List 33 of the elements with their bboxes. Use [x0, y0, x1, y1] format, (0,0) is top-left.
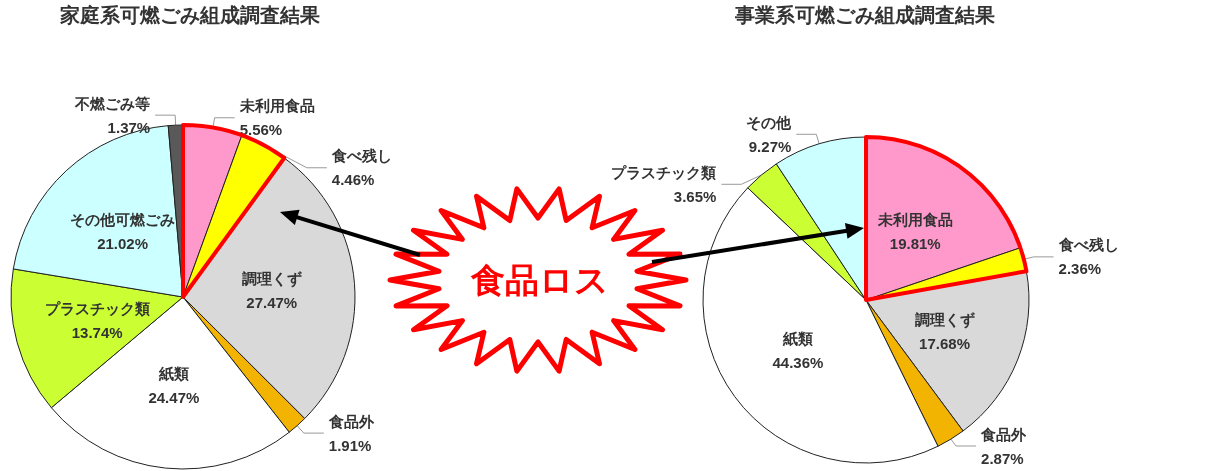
- slice-label: 食べ残し: [1057, 236, 1119, 254]
- data-label: 5.56%: [239, 121, 283, 139]
- data-label: 17.68%: [919, 334, 970, 352]
- slice-label: 食品外: [327, 412, 375, 430]
- slice-label: 調理くず: [241, 269, 302, 288]
- slice-label: その他可燃ごみ: [70, 211, 176, 229]
- chart-title: 事業系可燃ごみ組成調査結果: [734, 4, 996, 26]
- slice-label: プラスチック類: [44, 300, 150, 318]
- slice-label: その他: [746, 113, 793, 131]
- slice-label: 食べ残し: [330, 147, 392, 165]
- data-label: 9.27%: [748, 137, 792, 155]
- slice-label: 未利用食品: [876, 210, 953, 228]
- data-label: 19.81%: [889, 234, 941, 252]
- data-label: 4.46%: [331, 171, 375, 189]
- data-label: 1.91%: [328, 436, 372, 454]
- data-label: 44.36%: [772, 353, 824, 371]
- slice-label: 未利用食品: [238, 97, 315, 115]
- slice-label: 調理くず: [914, 310, 975, 329]
- slice-label: 食品外: [980, 425, 1028, 443]
- text: 食品ロス: [470, 259, 610, 302]
- data-label: 21.02%: [97, 235, 148, 253]
- data-label: 2.87%: [981, 449, 1024, 467]
- slice-label: 紙類: [157, 365, 189, 383]
- slice-label: プラスチック類: [611, 163, 717, 181]
- data-label: 2.36%: [1058, 260, 1102, 278]
- data-label: 3.65%: [673, 187, 717, 205]
- data-label: 13.74%: [71, 324, 123, 342]
- slice-label: 紙類: [781, 329, 813, 347]
- chart-title: 家庭系可燃ごみ組成調査結果: [59, 4, 321, 26]
- data-label: 1.37%: [107, 118, 151, 136]
- data-label: 24.47%: [148, 389, 200, 407]
- data-label: 27.47%: [246, 293, 298, 311]
- slice-label: 不燃ごみ等: [74, 94, 151, 112]
